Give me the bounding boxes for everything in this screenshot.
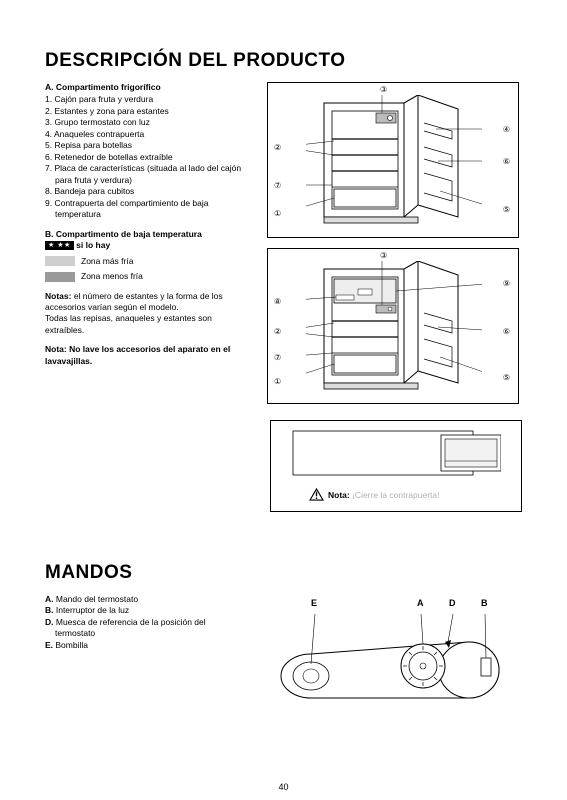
head-a: A. Compartimento frigorífico: [45, 82, 253, 93]
diagram-top: ③ ② ⑦ ① ④ ⑥ ⑤: [267, 82, 519, 238]
callout-8b: ⑧: [274, 297, 281, 306]
label-B: B: [481, 598, 488, 608]
swatch-cold: [45, 256, 75, 266]
list-item: 2. Estantes y zona para estantes: [45, 106, 253, 117]
warn-lead: Nota:: [328, 490, 350, 500]
warning-box: Nota: ¡Cierre la contrapuerta!: [270, 420, 522, 512]
zone-cold-row: Zona más fría: [45, 256, 253, 267]
section1-body: A. Compartimento frigorífico 1. Cajón pa…: [45, 82, 522, 512]
callout-2: ②: [274, 143, 281, 152]
section2-title: MANDOS: [45, 562, 522, 584]
page-title: DESCRIPCIÓN DEL PRODUCTO: [45, 50, 522, 72]
mandos-rest: Muesca de referencia de la posición del …: [54, 617, 206, 638]
star-icon: ★ ★★: [45, 241, 74, 250]
list-item: 8. Bandeja para cubitos: [45, 186, 253, 197]
mandos-rest: Bombilla: [53, 640, 88, 650]
warn-msg: ¡Cierre la contrapuerta!: [350, 490, 440, 500]
list-item: 4. Anaqueles contrapuerta: [45, 129, 253, 140]
callout-7: ⑦: [274, 181, 281, 190]
label-D: D: [449, 598, 456, 608]
list-item: 9. Contrapuerta del compartimiento de ba…: [45, 198, 253, 221]
label-A: A: [417, 598, 424, 608]
notas-body2: Todas las repisas, anaqueles y estantes …: [45, 313, 253, 336]
zone-warm-row: Zona menos fría: [45, 271, 253, 282]
callout-6: ⑥: [503, 157, 510, 166]
list-item: 7. Placa de características (situada al …: [45, 163, 253, 186]
mandos-rest: Interruptor de la luz: [54, 605, 130, 615]
mandos-rest: Mando del termostato: [54, 594, 139, 604]
mandos-line: A. Mando del termostato: [45, 594, 245, 605]
section2-left: A. Mando del termostato B. Interruptor d…: [45, 594, 245, 714]
page-number: 40: [0, 782, 567, 792]
zone-cold-label: Zona más fría: [81, 256, 133, 267]
thermostat-illustration: [259, 594, 519, 714]
list-item: 3. Grupo termostato con luz: [45, 117, 253, 128]
zone-warm-label: Zona menos fría: [81, 271, 143, 282]
mandos-bold: E.: [45, 640, 53, 650]
notas-lead: Notas:: [45, 291, 71, 301]
mandos-bold: A.: [45, 594, 54, 604]
freezer-close-illustration: [291, 429, 501, 477]
warning-icon: [309, 488, 324, 501]
callout-3b: ③: [380, 251, 387, 260]
callout-2b: ②: [274, 327, 281, 336]
callout-1b: ①: [274, 377, 281, 386]
notas-body1: el número de estantes y la forma de los …: [45, 291, 223, 312]
warning-text: Nota: ¡Cierre la contrapuerta!: [309, 488, 440, 501]
callout-9b: ⑨: [503, 279, 510, 288]
mandos-bold: B.: [45, 605, 54, 615]
list-item: 6. Retenedor de botellas extraíble: [45, 152, 253, 163]
left-column: A. Compartimento frigorífico 1. Cajón pa…: [45, 82, 253, 512]
callout-5: ⑤: [503, 205, 510, 214]
callout-5b: ⑤: [503, 373, 510, 382]
mandos-line: B. Interruptor de la luz: [45, 605, 245, 616]
nota-bold: Nota: No lave los accesorios del aparato…: [45, 344, 253, 367]
section2-body: A. Mando del termostato B. Interruptor d…: [45, 594, 522, 714]
notas: Notas: el número de estantes y la forma …: [45, 291, 253, 314]
swatch-warm: [45, 272, 75, 282]
list-item: 5. Repisa para botellas: [45, 140, 253, 151]
section2: MANDOS A. Mando del termostato B. Interr…: [45, 562, 522, 714]
item-list: 1. Cajón para fruta y verdura 2. Estante…: [45, 94, 253, 220]
head-b: B. Compartimento de baja temperatura ★ ★…: [45, 229, 253, 252]
fridge-illustration-top: [306, 95, 482, 225]
mandos-bold: D.: [45, 617, 54, 627]
mandos-line: E. Bombilla: [45, 640, 245, 651]
callout-4: ④: [503, 125, 510, 134]
right-column: ③ ② ⑦ ① ④ ⑥ ⑤: [267, 82, 522, 512]
head-b-bold: B. Compartimento de baja temperatura: [45, 229, 202, 239]
list-item: 1. Cajón para fruta y verdura: [45, 94, 253, 105]
fridge-illustration-bottom: [306, 261, 482, 391]
label-E: E: [311, 598, 317, 608]
section2-right: E A D B: [259, 594, 522, 714]
mandos-line: D. Muesca de referencia de la posición d…: [45, 617, 245, 640]
callout-1: ①: [274, 209, 281, 218]
head-b-suffix: si lo hay: [76, 240, 110, 250]
callout-7b: ⑦: [274, 353, 281, 362]
callout-6b: ⑥: [503, 327, 510, 336]
diagram-bottom: ③ ⑧ ② ⑦ ① ⑨ ⑥ ⑤: [267, 248, 519, 404]
callout-3: ③: [380, 85, 387, 94]
